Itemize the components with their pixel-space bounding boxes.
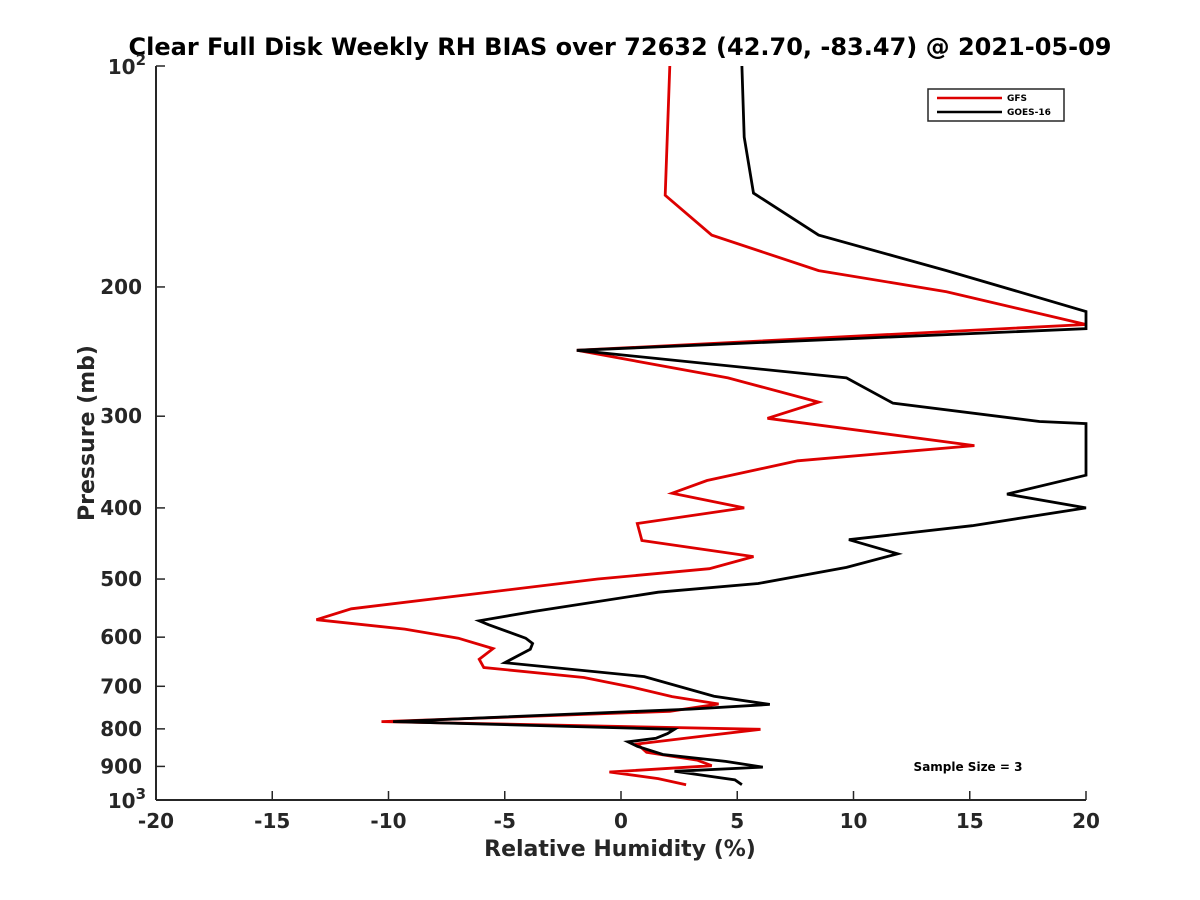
- series-line-goes16: [393, 65, 1088, 786]
- chart-title: Clear Full Disk Weekly RH BIAS over 7263…: [129, 33, 1112, 61]
- y-ticks: 102 200 300 400 500 600 700 800 900 103: [100, 51, 165, 813]
- x-tick-label: -10: [370, 809, 406, 833]
- axes: [155, 66, 1086, 801]
- plot-area: [315, 65, 1088, 787]
- legend-label-gfs: GFS: [1007, 94, 1027, 104]
- x-tick-label: -5: [494, 809, 516, 833]
- y-tick-label: 500: [100, 567, 142, 591]
- x-tick-label: 0: [614, 809, 628, 833]
- x-tick-label: 20: [1072, 809, 1100, 833]
- x-tick-label: 5: [730, 809, 744, 833]
- y-tick-label: 102: [108, 51, 146, 79]
- y-tick-label: 700: [100, 674, 142, 698]
- x-tick-label: -15: [254, 809, 290, 833]
- y-tick-label: 900: [100, 754, 142, 778]
- legend: GFS GOES-16: [927, 88, 1065, 122]
- y-axis-label: Pressure (mb): [75, 345, 100, 521]
- x-ticks: -20 -15 -10 -5 0 5 10 15 20: [138, 791, 1100, 833]
- y-tick-label: 600: [100, 625, 142, 649]
- x-tick-label: 15: [956, 809, 984, 833]
- x-tick-label: 10: [840, 809, 868, 833]
- y-tick-label: 200: [100, 275, 142, 299]
- y-tick-label: 103: [108, 785, 146, 813]
- x-axis-label: Relative Humidity (%): [484, 837, 756, 862]
- x-tick-label: -20: [138, 809, 174, 833]
- y-tick-label: 300: [100, 404, 142, 428]
- sample-size-annotation: Sample Size = 3: [914, 760, 1023, 774]
- series-line-gfs: [315, 65, 1087, 787]
- legend-label-goes16: GOES-16: [1007, 108, 1051, 118]
- y-tick-label: 800: [100, 717, 142, 741]
- y-tick-label: 400: [100, 496, 142, 520]
- legend-box: [927, 88, 1065, 122]
